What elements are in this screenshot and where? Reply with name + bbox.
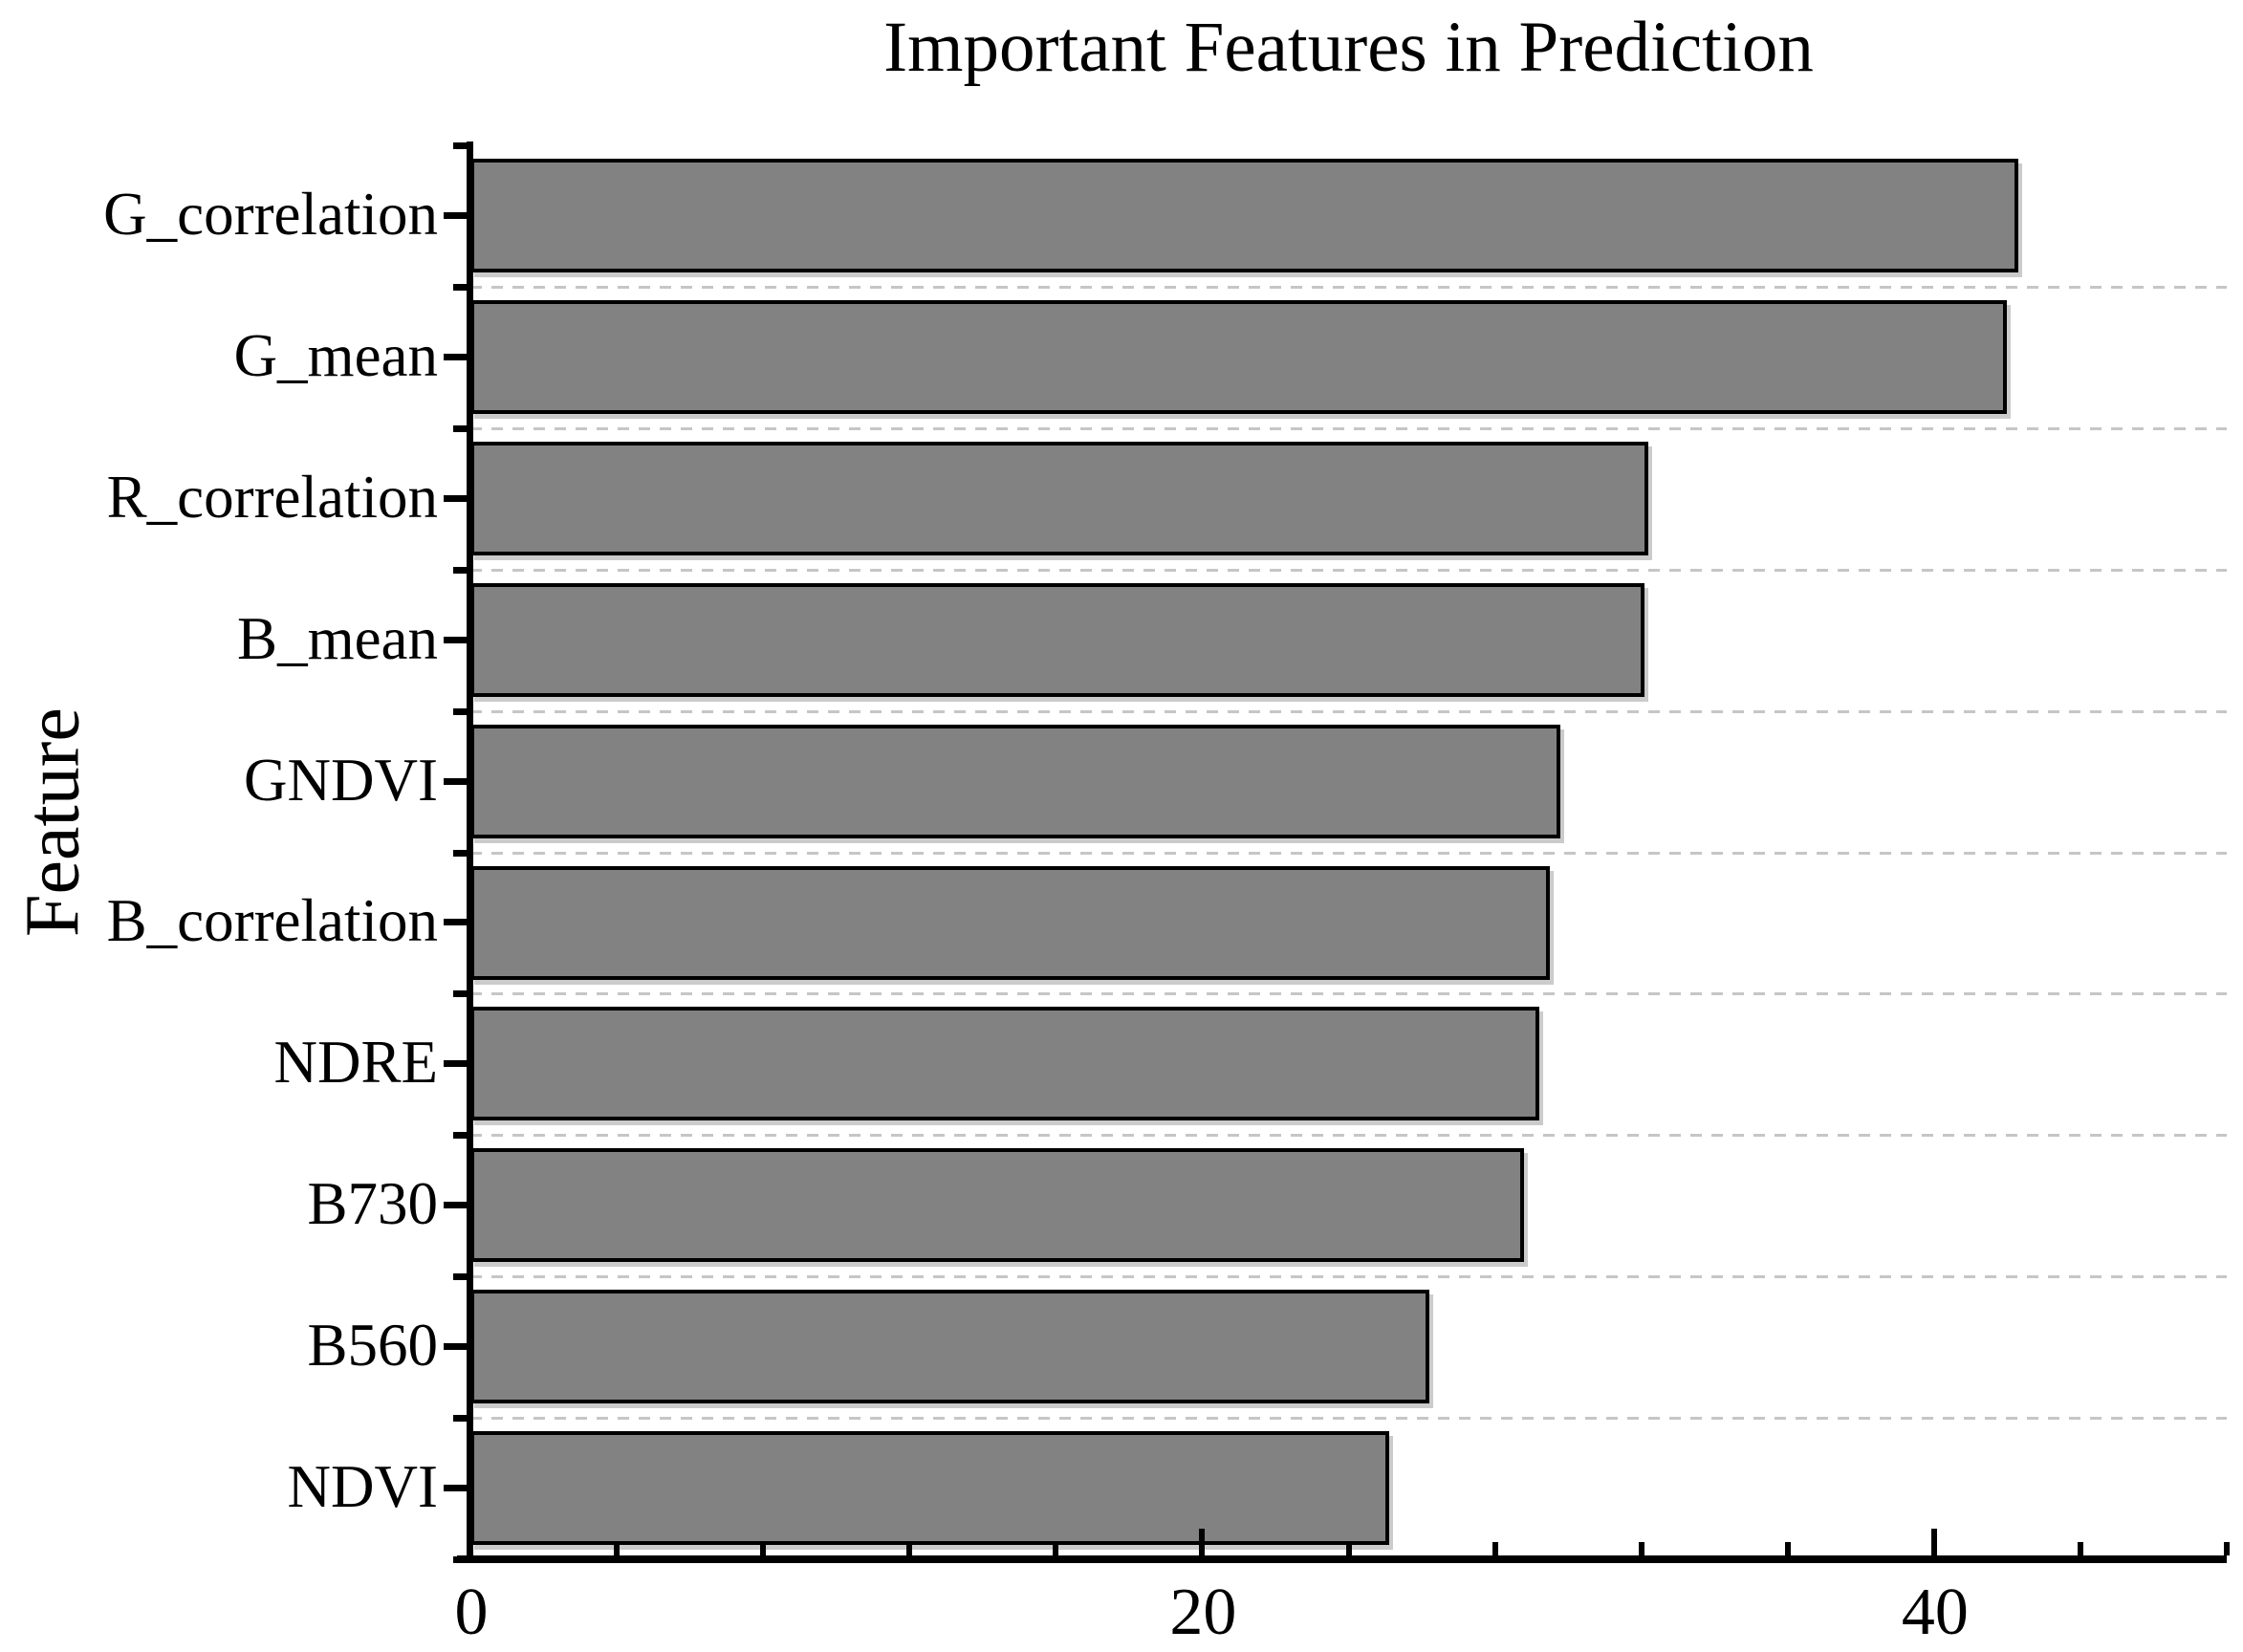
x-minor-tick	[614, 1542, 621, 1555]
bar	[470, 865, 1550, 980]
y-major-tick	[444, 1485, 468, 1492]
y-category-label: R_correlation	[106, 463, 438, 531]
gridline	[470, 851, 2227, 855]
y-category-label: B730	[307, 1170, 438, 1238]
gridline	[470, 1275, 2227, 1279]
x-minor-tick	[1345, 1542, 1352, 1555]
x-major-tick	[1930, 1529, 1937, 1555]
x-minor-tick	[906, 1542, 913, 1555]
x-minor-tick	[760, 1542, 767, 1555]
y-minor-tick	[453, 849, 468, 857]
x-tick-label: 0	[454, 1576, 489, 1649]
y-major-tick	[444, 1343, 468, 1351]
y-minor-tick	[453, 283, 468, 291]
y-major-tick	[444, 494, 468, 502]
gridline	[470, 709, 2227, 713]
bar	[470, 1148, 1524, 1263]
x-minor-tick	[1053, 1542, 1059, 1555]
y-major-tick	[444, 1060, 468, 1068]
bar	[470, 159, 2018, 272]
y-category-label: B_correlation	[106, 887, 438, 955]
gridline	[470, 992, 2227, 996]
bar	[470, 724, 1560, 838]
y-major-tick	[444, 777, 468, 785]
y-major-tick	[444, 211, 468, 219]
y-minor-tick	[453, 142, 468, 149]
x-tick-label: 40	[1901, 1576, 1969, 1649]
y-category-label: NDRE	[273, 1029, 439, 1097]
x-minor-tick	[1492, 1542, 1498, 1555]
x-minor-tick	[2077, 1542, 2083, 1555]
y-minor-tick	[453, 566, 468, 574]
y-category-label: G_mean	[233, 321, 438, 389]
y-major-tick	[444, 636, 468, 643]
y-category-label: G_correlation	[103, 180, 438, 248]
chart-title: Important Features in Prediction	[883, 8, 1814, 87]
y-minor-tick	[453, 1556, 468, 1563]
y-minor-tick	[453, 990, 468, 998]
x-minor-tick	[1784, 1542, 1791, 1555]
y-category-label: B_mean	[237, 604, 438, 672]
y-minor-tick	[453, 424, 468, 432]
bar	[470, 299, 2007, 414]
gridline	[470, 1134, 2227, 1138]
gridline	[470, 285, 2227, 289]
bar	[470, 441, 1648, 555]
bar	[470, 582, 1644, 697]
y-minor-tick	[453, 707, 468, 715]
y-category-label: NDVI	[287, 1453, 438, 1521]
y-major-tick	[444, 353, 468, 360]
gridline	[470, 1417, 2227, 1421]
y-axis-line	[467, 141, 473, 1563]
gridline	[470, 568, 2227, 572]
x-minor-tick	[2224, 1542, 2230, 1555]
y-minor-tick	[453, 1132, 468, 1140]
x-major-tick	[468, 1529, 473, 1555]
bar	[470, 1007, 1539, 1121]
y-axis-title: Feature	[11, 707, 96, 937]
y-minor-tick	[453, 1415, 468, 1423]
y-major-tick	[444, 1202, 468, 1209]
bar	[470, 1290, 1429, 1404]
gridline	[470, 426, 2227, 430]
y-major-tick	[444, 919, 468, 926]
bar	[470, 1431, 1389, 1546]
y-category-label: GNDVI	[244, 746, 438, 814]
x-tick-label: 20	[1169, 1576, 1237, 1649]
x-minor-tick	[1638, 1542, 1644, 1555]
x-major-tick	[1199, 1529, 1206, 1555]
y-minor-tick	[453, 1273, 468, 1281]
y-category-label: B560	[307, 1312, 438, 1380]
x-axis-line	[457, 1555, 2227, 1563]
